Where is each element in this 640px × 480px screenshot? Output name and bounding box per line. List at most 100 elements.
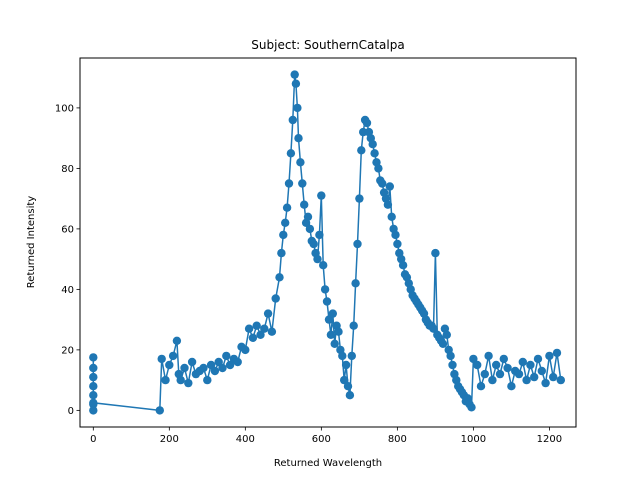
- data-point: [214, 357, 223, 367]
- data-point: [165, 360, 174, 370]
- data-point: [157, 354, 166, 364]
- data-point: [322, 297, 332, 306]
- y-axis: 0 20 40 60 80 100: [55, 103, 80, 417]
- y-tick-label: 0: [68, 406, 74, 417]
- data-point: [368, 140, 377, 149]
- data-point: [315, 230, 324, 240]
- data-point: [488, 375, 497, 385]
- data-point: [279, 230, 288, 240]
- y-tick-label: 60: [61, 224, 74, 235]
- data-point: [199, 363, 208, 373]
- data-point: [326, 330, 336, 339]
- data-point: [271, 294, 280, 303]
- data-point: [398, 261, 408, 270]
- data-point: [222, 351, 231, 361]
- data-point: [362, 118, 372, 128]
- data-point: [286, 149, 296, 158]
- data-point: [89, 406, 98, 415]
- data-point: [260, 324, 269, 333]
- x-tick-label: 400: [236, 434, 255, 445]
- data-point: [252, 321, 261, 330]
- data-point: [89, 391, 98, 400]
- data-point: [256, 330, 265, 339]
- data-point: [556, 375, 565, 385]
- data-point: [267, 327, 277, 336]
- data-point: [522, 375, 531, 385]
- data-point: [305, 224, 315, 234]
- data-point: [184, 378, 193, 388]
- data-point: [89, 398, 98, 407]
- plot-frame: [79, 57, 577, 428]
- data-point: [309, 239, 318, 249]
- data-point: [480, 369, 489, 379]
- data-point: [467, 403, 476, 412]
- data-point: [391, 230, 400, 240]
- data-point: [319, 261, 328, 270]
- data-point: [176, 375, 185, 385]
- x-tick-label: 200: [160, 434, 179, 445]
- data-point: [300, 200, 309, 209]
- data-point: [89, 363, 98, 373]
- data-point: [172, 336, 182, 345]
- data-point: [431, 248, 440, 258]
- data-point: [161, 375, 170, 385]
- data-point: [275, 273, 284, 282]
- data-point: [320, 285, 330, 294]
- data-point: [313, 254, 322, 264]
- data-point: [473, 360, 482, 370]
- x-axis-label: Returned Wavelength: [274, 458, 382, 469]
- data-point: [218, 363, 227, 373]
- y-tick-label: 100: [55, 103, 74, 114]
- data-point: [294, 134, 303, 143]
- data-point: [537, 366, 546, 376]
- data-point: [448, 360, 457, 370]
- data-point: [442, 330, 451, 339]
- data-point: [353, 239, 362, 249]
- data-point: [385, 182, 394, 191]
- data-point: [330, 339, 339, 348]
- data-point: [282, 203, 292, 212]
- data-point: [293, 103, 302, 113]
- data-point: [492, 360, 501, 370]
- data-point: [89, 372, 98, 382]
- data-point: [298, 179, 307, 188]
- data-point: [210, 366, 220, 376]
- data-point: [89, 382, 98, 391]
- data-point: [288, 115, 297, 125]
- data-point: [324, 315, 334, 324]
- data-point: [155, 406, 164, 415]
- data-point: [438, 339, 448, 348]
- data-point: [526, 360, 535, 370]
- data-point: [351, 279, 360, 288]
- y-tick-label: 40: [61, 285, 74, 296]
- data-point: [378, 179, 387, 188]
- data-point: [484, 351, 493, 361]
- x-tick-label: 1000: [461, 434, 486, 445]
- chart-title: Subject: SouthernCatalpa: [251, 38, 404, 52]
- data-point: [469, 354, 478, 364]
- data-point: [507, 382, 516, 391]
- data-point: [277, 248, 286, 258]
- x-axis: 0 200 400 600 800 1000 1200: [90, 427, 562, 445]
- data-point: [284, 179, 294, 188]
- data-point: [328, 309, 337, 318]
- data-point: [355, 194, 364, 203]
- data-point: [370, 149, 379, 158]
- data-point: [338, 351, 347, 361]
- x-tick-label: 800: [388, 434, 407, 445]
- data-point: [345, 391, 355, 400]
- y-tick-label: 20: [61, 345, 74, 356]
- data-point: [514, 369, 524, 379]
- data-point: [530, 372, 539, 382]
- data-point: [374, 164, 383, 173]
- data-point: [545, 351, 554, 361]
- data-point: [495, 369, 505, 379]
- data-point: [503, 363, 512, 373]
- data-point: [241, 345, 250, 355]
- data-point: [552, 348, 562, 358]
- x-tick-label: 1200: [537, 434, 562, 445]
- data-point: [317, 191, 326, 200]
- data-point: [180, 363, 189, 373]
- data-point: [549, 372, 558, 382]
